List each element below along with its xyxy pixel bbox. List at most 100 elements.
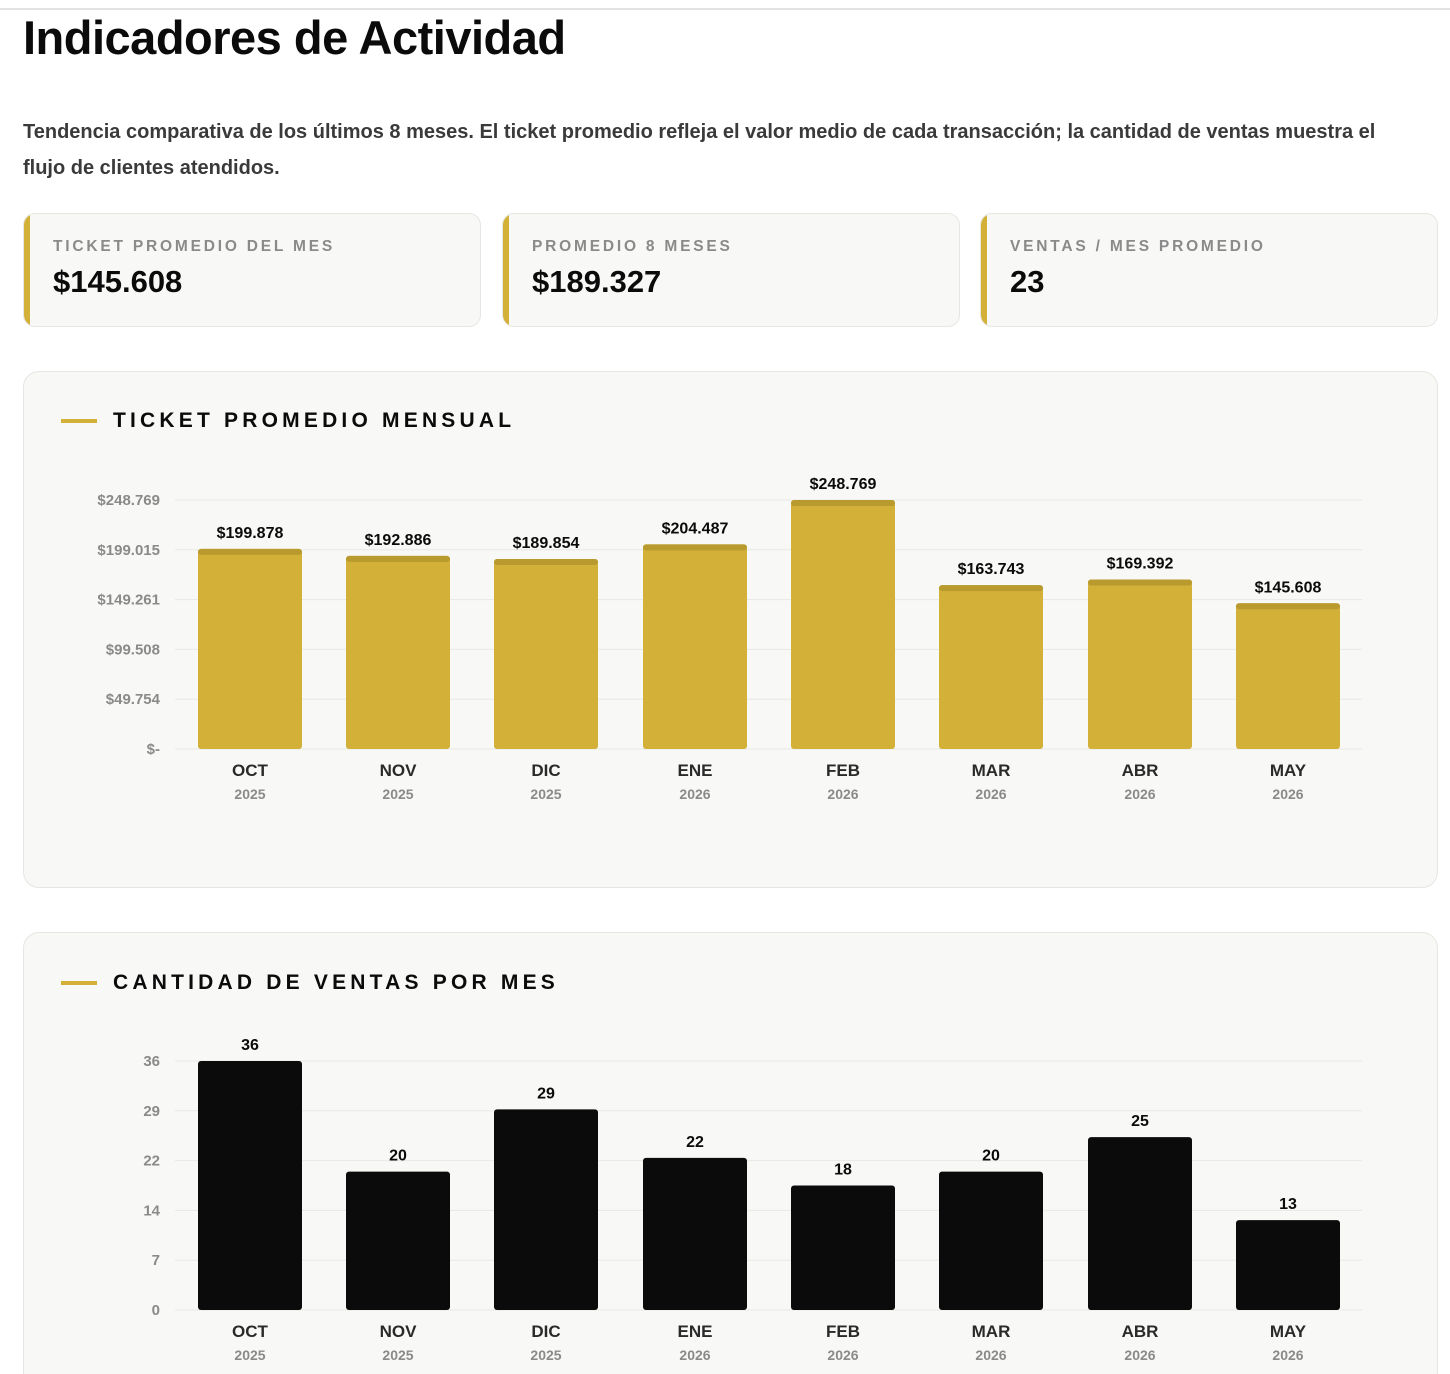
data-label: 29 xyxy=(537,1085,555,1102)
bar xyxy=(1088,579,1192,749)
data-label: $145.608 xyxy=(1255,579,1322,596)
x-tick-label: MAY xyxy=(1270,761,1307,780)
x-tick-year-label: 2026 xyxy=(827,1347,858,1363)
x-tick-label: ENE xyxy=(678,1322,713,1341)
x-tick-label: OCT xyxy=(232,761,269,780)
x-tick-label: DIC xyxy=(531,1322,560,1341)
x-tick-year-label: 2025 xyxy=(234,1347,265,1363)
x-tick-year-label: 2026 xyxy=(975,786,1006,802)
kpi-accent-bar xyxy=(981,214,987,326)
bar xyxy=(791,1185,895,1310)
y-tick-label: $149.261 xyxy=(97,592,160,609)
x-tick-year-label: 2026 xyxy=(1124,786,1155,802)
kpi-accent-bar xyxy=(503,214,509,326)
y-tick-label: 0 xyxy=(152,1302,160,1319)
bar-cap xyxy=(198,548,302,555)
bar-cap xyxy=(643,544,747,551)
bar-cap xyxy=(1236,603,1340,610)
x-tick-label: ABR xyxy=(1122,761,1159,780)
x-tick-label: DIC xyxy=(531,761,560,780)
chart-title: TICKET PROMEDIO MENSUAL xyxy=(113,409,516,432)
data-label: 20 xyxy=(389,1148,407,1165)
kpi-accent-bar xyxy=(24,214,30,326)
x-tick-label: NOV xyxy=(380,761,418,780)
x-tick-year-label: 2025 xyxy=(530,786,561,802)
kpi-card-ventas-mes: Ventas / mes promedio 23 xyxy=(980,213,1438,327)
x-tick-year-label: 2026 xyxy=(1124,1347,1155,1363)
data-label: $192.886 xyxy=(365,532,432,549)
kpi-value: $145.608 xyxy=(53,264,183,299)
x-tick-year-label: 2026 xyxy=(679,786,710,802)
chart-title-dash xyxy=(61,981,97,985)
x-tick-year-label: 2025 xyxy=(530,1347,561,1363)
bar xyxy=(494,1109,598,1310)
x-tick-label: MAY xyxy=(1270,1322,1307,1341)
chart-title-dash xyxy=(61,419,97,423)
data-label: 36 xyxy=(241,1037,259,1054)
bar xyxy=(791,500,895,749)
kpi-value: $189.327 xyxy=(532,264,662,299)
bar xyxy=(198,548,302,749)
y-tick-label: 7 xyxy=(152,1252,160,1269)
y-tick-label: 29 xyxy=(143,1103,160,1120)
data-label: 13 xyxy=(1279,1196,1297,1213)
kpi-label: Ventas / mes promedio xyxy=(1010,238,1266,255)
x-tick-year-label: 2026 xyxy=(1272,1347,1303,1363)
data-label: $163.743 xyxy=(958,561,1025,578)
y-tick-label: $199.015 xyxy=(97,542,160,559)
bar xyxy=(198,1061,302,1310)
page-title: Indicadores de Actividad xyxy=(23,11,566,64)
kpi-card-ticket-mes: Ticket promedio del mes $145.608 xyxy=(23,213,481,327)
x-tick-year-label: 2026 xyxy=(1272,786,1303,802)
bar xyxy=(346,555,450,749)
bar-cap xyxy=(494,558,598,565)
kpi-value: 23 xyxy=(1010,264,1045,299)
chart-title: CANTIDAD DE VENTAS POR MES xyxy=(113,971,559,994)
y-tick-label: 22 xyxy=(143,1153,160,1170)
data-label: $248.769 xyxy=(810,476,877,493)
bar xyxy=(939,585,1043,749)
data-label: 20 xyxy=(982,1148,1000,1165)
bar xyxy=(939,1171,1043,1310)
y-tick-label: $49.754 xyxy=(106,691,161,708)
kpi-label: Promedio 8 meses xyxy=(532,238,733,255)
top-divider xyxy=(0,8,1450,10)
x-tick-label: OCT xyxy=(232,1322,269,1341)
data-label: $169.392 xyxy=(1107,555,1174,572)
x-tick-year-label: 2026 xyxy=(679,1347,710,1363)
x-tick-label: ABR xyxy=(1122,1322,1159,1341)
bar-cap xyxy=(1088,579,1192,586)
x-tick-label: FEB xyxy=(826,761,860,780)
kpi-label: Ticket promedio del mes xyxy=(53,238,335,255)
x-tick-label: MAR xyxy=(972,761,1011,780)
y-tick-label: $248.769 xyxy=(97,492,160,509)
x-tick-year-label: 2025 xyxy=(382,786,413,802)
x-tick-label: MAR xyxy=(972,1322,1011,1341)
bar xyxy=(1088,1137,1192,1310)
bar-cap xyxy=(939,585,1043,592)
data-label: 18 xyxy=(834,1162,852,1179)
x-tick-label: FEB xyxy=(826,1322,860,1341)
x-tick-year-label: 2025 xyxy=(234,786,265,802)
data-label: 25 xyxy=(1131,1113,1149,1130)
y-tick-label: 36 xyxy=(143,1053,160,1070)
page-intro: Tendencia comparativa de los últimos 8 m… xyxy=(23,121,1376,179)
y-tick-label: 14 xyxy=(143,1202,160,1219)
x-tick-year-label: 2025 xyxy=(382,1347,413,1363)
bar xyxy=(643,544,747,749)
data-label: 22 xyxy=(686,1134,704,1151)
data-label: $189.854 xyxy=(513,535,580,552)
x-tick-year-label: 2026 xyxy=(975,1347,1006,1363)
bar xyxy=(346,1171,450,1310)
y-tick-label: $99.508 xyxy=(106,641,160,658)
x-tick-label: NOV xyxy=(380,1322,418,1341)
bar xyxy=(643,1157,747,1310)
data-label: $199.878 xyxy=(217,525,284,542)
bar xyxy=(1236,603,1340,749)
x-tick-year-label: 2026 xyxy=(827,786,858,802)
y-tick-label: $- xyxy=(147,741,160,758)
bar xyxy=(494,558,598,749)
bar-cap xyxy=(791,500,895,506)
bar xyxy=(1236,1220,1340,1310)
